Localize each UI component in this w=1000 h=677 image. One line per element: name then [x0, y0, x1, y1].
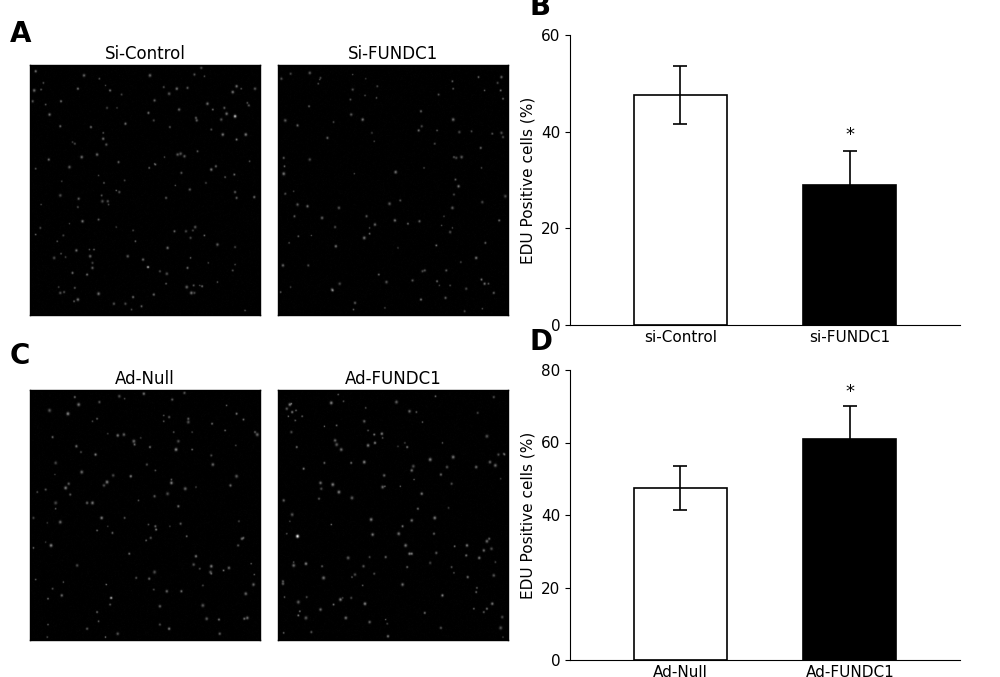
Bar [634, 95, 727, 325]
Text: *: * [845, 383, 854, 401]
Y-axis label: EDU Positive cells (%): EDU Positive cells (%) [520, 96, 535, 263]
Title: Si-Control: Si-Control [105, 45, 185, 64]
Text: B: B [530, 0, 551, 22]
Bar [803, 439, 896, 660]
Text: A: A [10, 20, 32, 48]
Title: Si-FUNDC1: Si-FUNDC1 [348, 45, 438, 64]
Bar [634, 488, 727, 660]
Title: Ad-Null: Ad-Null [115, 370, 175, 389]
Text: D: D [530, 328, 553, 357]
Title: Ad-FUNDC1: Ad-FUNDC1 [345, 370, 441, 389]
Bar [803, 185, 896, 325]
Y-axis label: EDU Positive cells (%): EDU Positive cells (%) [520, 431, 535, 598]
Text: C: C [10, 342, 30, 370]
Text: *: * [845, 126, 854, 144]
